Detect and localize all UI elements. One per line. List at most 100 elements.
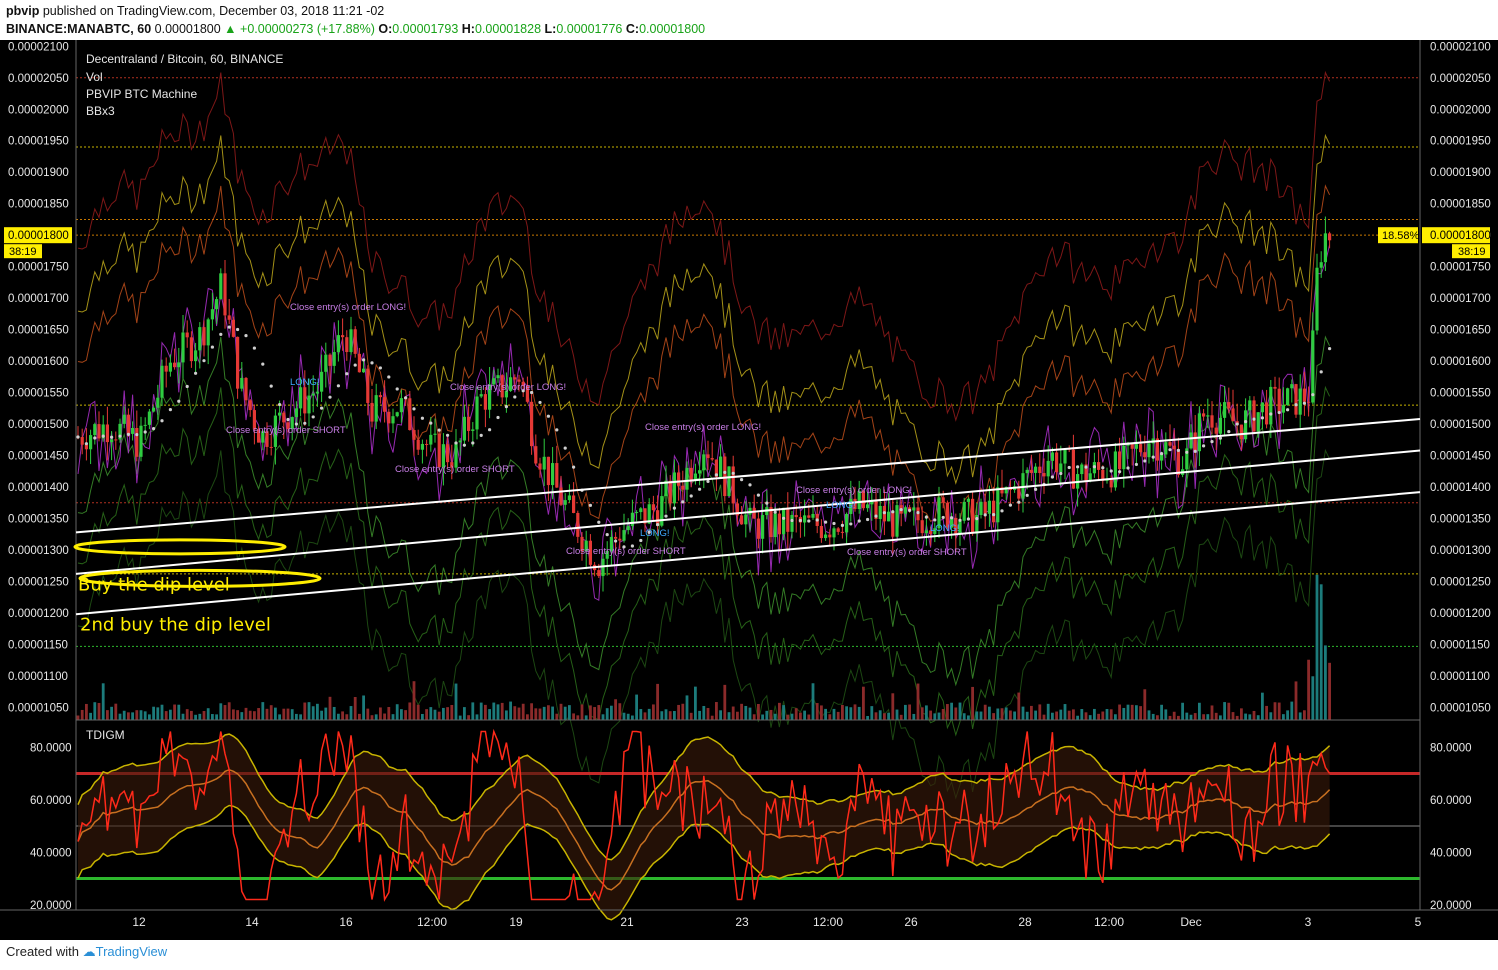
moving-average-dot [152, 427, 156, 431]
y-tick-right: 0.00001600 [1430, 356, 1491, 368]
moving-average-dot [1286, 408, 1290, 412]
volume-bar [967, 715, 970, 720]
candle-body [1101, 469, 1105, 481]
candle-body [786, 507, 790, 532]
volume-bar [542, 706, 546, 720]
candle-body [286, 422, 290, 430]
moving-average-dot [412, 407, 416, 411]
candle-body [311, 393, 315, 396]
price-pane[interactable] [76, 70, 1420, 800]
candle-body [538, 463, 542, 470]
candle-body [244, 377, 248, 401]
candle-body [966, 498, 970, 502]
moving-average-dot [462, 443, 466, 447]
candle-body [1038, 466, 1042, 474]
username[interactable]: pbvip [6, 4, 40, 18]
volume-bar [576, 715, 580, 720]
volume-bar [983, 704, 987, 720]
candle-body [454, 442, 458, 468]
candle-body [118, 423, 122, 440]
moving-average-dot [681, 500, 685, 504]
y-tick-right: 0.00001100 [1430, 671, 1490, 683]
moving-average-dot [1210, 439, 1214, 444]
moving-average-dot [790, 518, 794, 523]
candle-body [660, 496, 664, 526]
candle-body [1307, 401, 1311, 403]
annotations: Buy the dip level 2nd buy the dip level Cl… [73, 302, 1421, 635]
up-arrow-icon: ▲ [224, 22, 237, 36]
volume-bar [765, 710, 769, 720]
candle-body [1109, 479, 1113, 488]
moving-average-dot [840, 523, 845, 527]
volume-bar [937, 712, 941, 720]
volume-bar [1294, 681, 1298, 720]
moving-average-dot [1319, 370, 1323, 374]
volume-bar [719, 710, 722, 720]
candle-body [336, 335, 340, 353]
candle-body [803, 515, 807, 523]
candle-body [1172, 445, 1176, 450]
moving-average-dot [530, 390, 534, 395]
volume-bar [807, 714, 811, 720]
volume-bar [1126, 704, 1130, 720]
volume-bar [366, 708, 370, 720]
moving-average-dot [1244, 420, 1248, 424]
moving-average-dot [378, 366, 382, 370]
candle-body [727, 466, 731, 497]
candle-body [408, 398, 412, 431]
candle-body [929, 530, 933, 534]
tdigm-pane[interactable]: TDIGM [76, 728, 1420, 921]
volume-bar [1240, 708, 1243, 720]
candle-body [185, 332, 189, 338]
candle-body [1244, 410, 1248, 440]
volume-bar [223, 705, 227, 720]
volume-bar [1328, 662, 1331, 720]
candle-body [878, 505, 882, 519]
low-value: 0.00001776 [556, 22, 623, 36]
candle-body [290, 417, 294, 430]
osc-y-tick-left: 40.0000 [30, 847, 72, 859]
y-tick-left: 0.00001350 [8, 514, 69, 526]
candle-body [1164, 442, 1168, 455]
brand-link[interactable]: TradingView [95, 944, 168, 959]
moving-average-dot [958, 518, 962, 522]
volume-bar [395, 704, 399, 720]
candle-body [173, 362, 177, 368]
volume-bar [244, 707, 248, 720]
volume-bar [76, 715, 80, 720]
candle-body [1328, 233, 1332, 241]
volume-bar [1172, 711, 1176, 720]
candle-body [1155, 438, 1159, 461]
candle-body [609, 536, 613, 551]
volume-bar [1147, 710, 1151, 720]
candle-body [664, 480, 668, 497]
moving-average-dot [706, 479, 710, 483]
candle-body [1134, 444, 1138, 449]
y-tick-left: 0.00001450 [8, 451, 69, 463]
candle-body [853, 498, 857, 510]
candle-body [147, 411, 151, 425]
volume-bar [736, 711, 739, 720]
volume-bar [887, 712, 890, 720]
volume-bar [185, 709, 189, 720]
volume-bar [509, 701, 512, 720]
moving-average-dot [1302, 401, 1306, 405]
candle-body [605, 550, 609, 559]
candle-body [1160, 454, 1164, 461]
candle-body [231, 319, 235, 337]
volume-bar [782, 705, 785, 720]
y-tick-left: 0.00001100 [8, 671, 68, 683]
candle-body [450, 462, 454, 468]
candle-body [420, 443, 424, 450]
volume-bar [1042, 714, 1046, 720]
y-tick-right: 0.00002050 [1430, 73, 1491, 85]
candle-body [110, 439, 114, 443]
volume-bar [677, 704, 680, 720]
candle-body [357, 353, 361, 373]
y-tick-left: 0.00001750 [8, 262, 69, 274]
x-tick-label: 14 [245, 915, 259, 929]
volume-bar [173, 704, 176, 720]
candle-body [517, 379, 521, 382]
open-value: 0.00001793 [392, 22, 459, 36]
